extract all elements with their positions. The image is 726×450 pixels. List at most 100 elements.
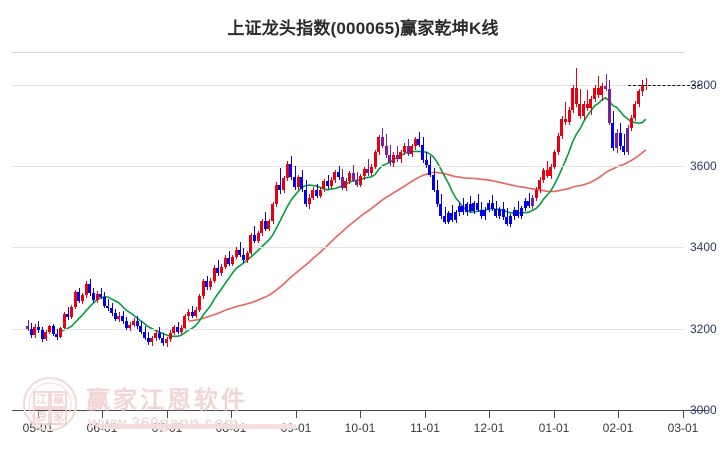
candle-body	[402, 145, 406, 153]
candlestick	[582, 52, 586, 410]
candle-body	[183, 316, 187, 328]
candle-body	[84, 283, 88, 296]
candle-body	[219, 266, 223, 274]
candlestick	[165, 52, 169, 410]
candle-body	[615, 132, 619, 148]
candlestick	[55, 52, 59, 410]
candle-wick	[579, 88, 581, 119]
candle-body	[267, 221, 271, 229]
candlestick	[245, 52, 249, 410]
candle-body	[369, 166, 373, 174]
candle-body	[541, 169, 545, 180]
candle-body	[190, 311, 194, 316]
candle-body	[80, 295, 84, 301]
candlestick	[432, 52, 436, 410]
candle-body	[154, 332, 158, 339]
candlestick	[476, 52, 480, 410]
candlestick	[333, 52, 337, 410]
candle-body	[439, 204, 443, 217]
candlestick	[516, 52, 520, 410]
candlestick	[417, 52, 421, 410]
candlestick	[315, 52, 319, 410]
candle-body	[223, 257, 227, 267]
candle-body	[36, 326, 40, 331]
x-axis-tick-01-01	[554, 411, 555, 418]
candle-body	[95, 293, 99, 301]
candle-body	[117, 315, 121, 319]
candlestick	[212, 52, 216, 410]
candle-body	[293, 177, 297, 188]
candle-body	[552, 152, 556, 167]
candle-body	[66, 313, 70, 318]
candlestick	[241, 52, 245, 410]
candlestick	[304, 52, 308, 410]
candlestick	[618, 52, 622, 410]
candle-body	[589, 99, 593, 109]
candle-body	[582, 104, 586, 117]
candle-body	[135, 320, 139, 327]
candlestick	[435, 52, 439, 410]
candle-wick	[587, 90, 589, 111]
candle-body	[355, 179, 359, 185]
candlestick	[355, 52, 359, 410]
candlestick	[102, 52, 106, 410]
candlestick	[300, 52, 304, 410]
candle-body	[578, 104, 582, 117]
candlestick	[285, 52, 289, 410]
candlestick	[95, 52, 99, 410]
candle-body	[274, 184, 278, 205]
candlestick	[161, 52, 165, 410]
candlestick	[36, 52, 40, 410]
candle-body	[358, 176, 362, 185]
candle-body	[479, 209, 483, 217]
candle-body	[468, 204, 472, 211]
candlestick	[640, 52, 644, 410]
candlestick	[205, 52, 209, 410]
candlestick	[538, 52, 542, 410]
candlestick	[351, 52, 355, 410]
candle-body	[326, 181, 330, 187]
candle-body	[483, 209, 487, 217]
candlestick	[413, 52, 417, 410]
candlestick	[135, 52, 139, 410]
candle-body	[296, 177, 300, 188]
candlestick	[172, 52, 176, 410]
candlestick	[545, 52, 549, 410]
candle-body	[508, 216, 512, 224]
candle-body	[329, 179, 333, 187]
candle-body	[563, 118, 567, 122]
candle-body	[622, 146, 626, 153]
x-axis-tick-10-01	[360, 411, 361, 418]
x-axis-tick-05-01	[38, 411, 39, 418]
candle-body	[611, 122, 615, 148]
candle-body	[234, 249, 238, 258]
candlestick	[260, 52, 264, 410]
x-axis-tick-11-01	[425, 411, 426, 418]
candle-body	[241, 254, 245, 261]
candle-body	[519, 208, 523, 216]
candlestick	[117, 52, 121, 410]
candle-wick	[444, 206, 446, 225]
candle-body	[47, 326, 51, 332]
candle-body	[549, 166, 553, 176]
candle-wick	[528, 192, 530, 209]
ma-long-line	[188, 149, 647, 322]
candlestick	[124, 52, 128, 410]
candlestick	[593, 52, 597, 410]
x-axis-label-06-01: 06-01	[86, 421, 118, 435]
candlestick	[611, 52, 615, 410]
candle-body	[413, 139, 417, 147]
candlestick	[256, 52, 260, 410]
candlestick	[607, 52, 611, 410]
candlestick	[369, 52, 373, 410]
candle-body	[157, 332, 161, 338]
candlestick	[384, 52, 388, 410]
candlestick	[446, 52, 450, 410]
candlestick	[600, 52, 604, 410]
candlestick	[633, 52, 637, 410]
candle-body	[307, 197, 311, 205]
candle-body	[629, 117, 633, 128]
candle-body	[249, 235, 253, 253]
candle-body	[380, 137, 384, 146]
